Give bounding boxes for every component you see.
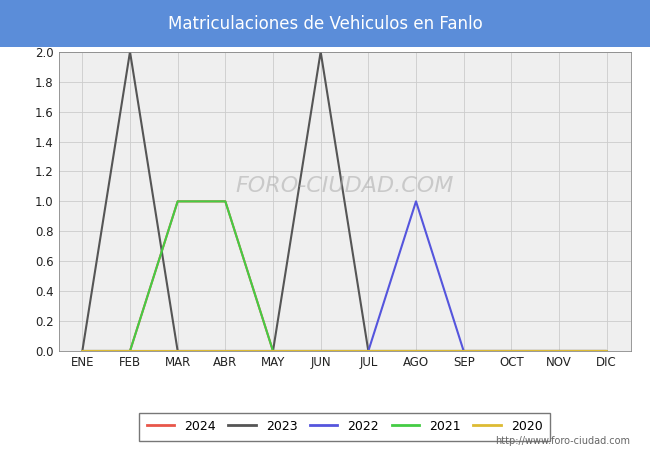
- Text: http://www.foro-ciudad.com: http://www.foro-ciudad.com: [495, 436, 630, 446]
- 2022: [508, 348, 515, 354]
- 2024: [508, 348, 515, 354]
- 2022: [269, 348, 277, 354]
- 2024: [603, 348, 610, 354]
- 2022: [174, 348, 181, 354]
- 2023: [603, 348, 610, 354]
- Text: Matriculaciones de Vehiculos en Fanlo: Matriculaciones de Vehiculos en Fanlo: [168, 14, 482, 33]
- 2020: [222, 348, 229, 354]
- Line: 2023: 2023: [83, 52, 606, 351]
- 2020: [174, 348, 181, 354]
- 2022: [365, 348, 372, 354]
- 2024: [412, 348, 420, 354]
- 2024: [317, 348, 324, 354]
- 2020: [365, 348, 372, 354]
- 2021: [222, 199, 229, 204]
- 2020: [126, 348, 134, 354]
- 2021: [365, 348, 372, 354]
- 2020: [555, 348, 563, 354]
- 2022: [79, 348, 86, 354]
- 2024: [174, 199, 181, 204]
- 2022: [460, 348, 467, 354]
- 2022: [412, 199, 420, 204]
- 2024: [79, 348, 86, 354]
- 2021: [174, 199, 181, 204]
- 2023: [269, 348, 277, 354]
- 2021: [508, 348, 515, 354]
- 2022: [126, 348, 134, 354]
- 2024: [269, 348, 277, 354]
- 2020: [317, 348, 324, 354]
- 2021: [460, 348, 467, 354]
- 2023: [412, 348, 420, 354]
- Line: 2022: 2022: [83, 202, 606, 351]
- 2023: [317, 49, 324, 54]
- 2021: [317, 348, 324, 354]
- 2022: [603, 348, 610, 354]
- 2021: [269, 348, 277, 354]
- 2021: [412, 348, 420, 354]
- 2023: [365, 348, 372, 354]
- 2023: [174, 348, 181, 354]
- 2020: [603, 348, 610, 354]
- Text: FORO-CIUDAD.COM: FORO-CIUDAD.COM: [235, 176, 454, 196]
- 2024: [460, 348, 467, 354]
- 2023: [508, 348, 515, 354]
- 2023: [555, 348, 563, 354]
- 2020: [412, 348, 420, 354]
- Legend: 2024, 2023, 2022, 2021, 2020: 2024, 2023, 2022, 2021, 2020: [139, 413, 550, 441]
- 2021: [79, 348, 86, 354]
- 2024: [222, 199, 229, 204]
- 2023: [460, 348, 467, 354]
- 2022: [222, 348, 229, 354]
- 2023: [222, 348, 229, 354]
- Line: 2021: 2021: [83, 202, 606, 351]
- 2020: [269, 348, 277, 354]
- 2024: [126, 348, 134, 354]
- 2020: [508, 348, 515, 354]
- 2024: [365, 348, 372, 354]
- 2022: [555, 348, 563, 354]
- 2022: [317, 348, 324, 354]
- 2020: [460, 348, 467, 354]
- 2023: [126, 49, 134, 54]
- 2024: [555, 348, 563, 354]
- Line: 2024: 2024: [83, 202, 606, 351]
- 2023: [79, 348, 86, 354]
- 2021: [126, 348, 134, 354]
- 2021: [603, 348, 610, 354]
- 2021: [555, 348, 563, 354]
- 2020: [79, 348, 86, 354]
